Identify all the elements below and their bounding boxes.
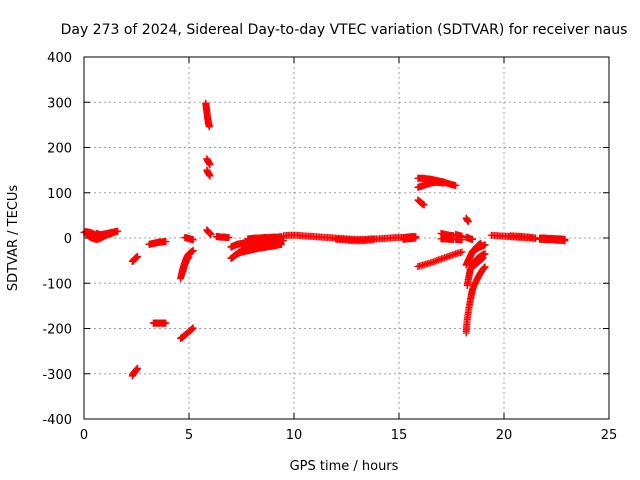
y-tick-label: 200 [47, 142, 72, 157]
data-point [189, 236, 197, 244]
data-point [481, 250, 489, 258]
data-point [134, 253, 142, 261]
x-tick-label: 10 [286, 428, 303, 443]
y-tick-label: -300 [42, 368, 72, 383]
data-point [458, 236, 466, 244]
y-tick-label: -200 [42, 323, 72, 338]
data-point [189, 324, 197, 332]
y-tick-label: -100 [42, 277, 72, 292]
data-point [479, 254, 487, 262]
data-point [189, 247, 197, 255]
data-points [80, 99, 569, 380]
data-point [439, 179, 447, 187]
x-tick-label: 15 [391, 428, 408, 443]
data-point [412, 233, 420, 241]
x-tick-label: 25 [601, 428, 618, 443]
x-tick-label: 0 [80, 428, 88, 443]
data-point [205, 123, 213, 131]
data-point [481, 263, 489, 271]
y-tick-label: -400 [42, 413, 72, 428]
data-point [185, 253, 193, 261]
y-tick-label: 100 [47, 187, 72, 202]
data-point [481, 241, 489, 249]
data-point [206, 172, 214, 180]
data-point [452, 182, 460, 190]
y-tick-label: 0 [64, 232, 72, 247]
data-point [561, 235, 569, 243]
x-tick-label: 20 [496, 428, 513, 443]
data-point [112, 228, 119, 236]
data-point [469, 235, 476, 243]
plot-frame [83, 56, 610, 420]
y-tick-label: 400 [47, 51, 72, 66]
data-point [225, 234, 233, 242]
data-point [134, 364, 142, 372]
data-point [162, 319, 170, 327]
x-axis-label: GPS time / hours [290, 459, 399, 474]
data-point [464, 218, 472, 226]
data-point [420, 201, 428, 209]
data-point [162, 238, 170, 246]
data-point [458, 248, 466, 256]
y-axis-label: SDTVAR / TECUs [6, 185, 21, 292]
x-tick-label: 5 [185, 428, 193, 443]
data-point [370, 236, 378, 244]
axis-ticks: 0 5 10 15 20 25 -400 -300 -200 -100 0 100 200 300 400 [42, 51, 617, 443]
data-point [207, 230, 215, 238]
y-tick-label: 300 [47, 96, 72, 111]
data-point [206, 161, 214, 169]
chart-title: Day 273 of 2024, Sidereal Day-to-day VTE… [61, 22, 628, 38]
